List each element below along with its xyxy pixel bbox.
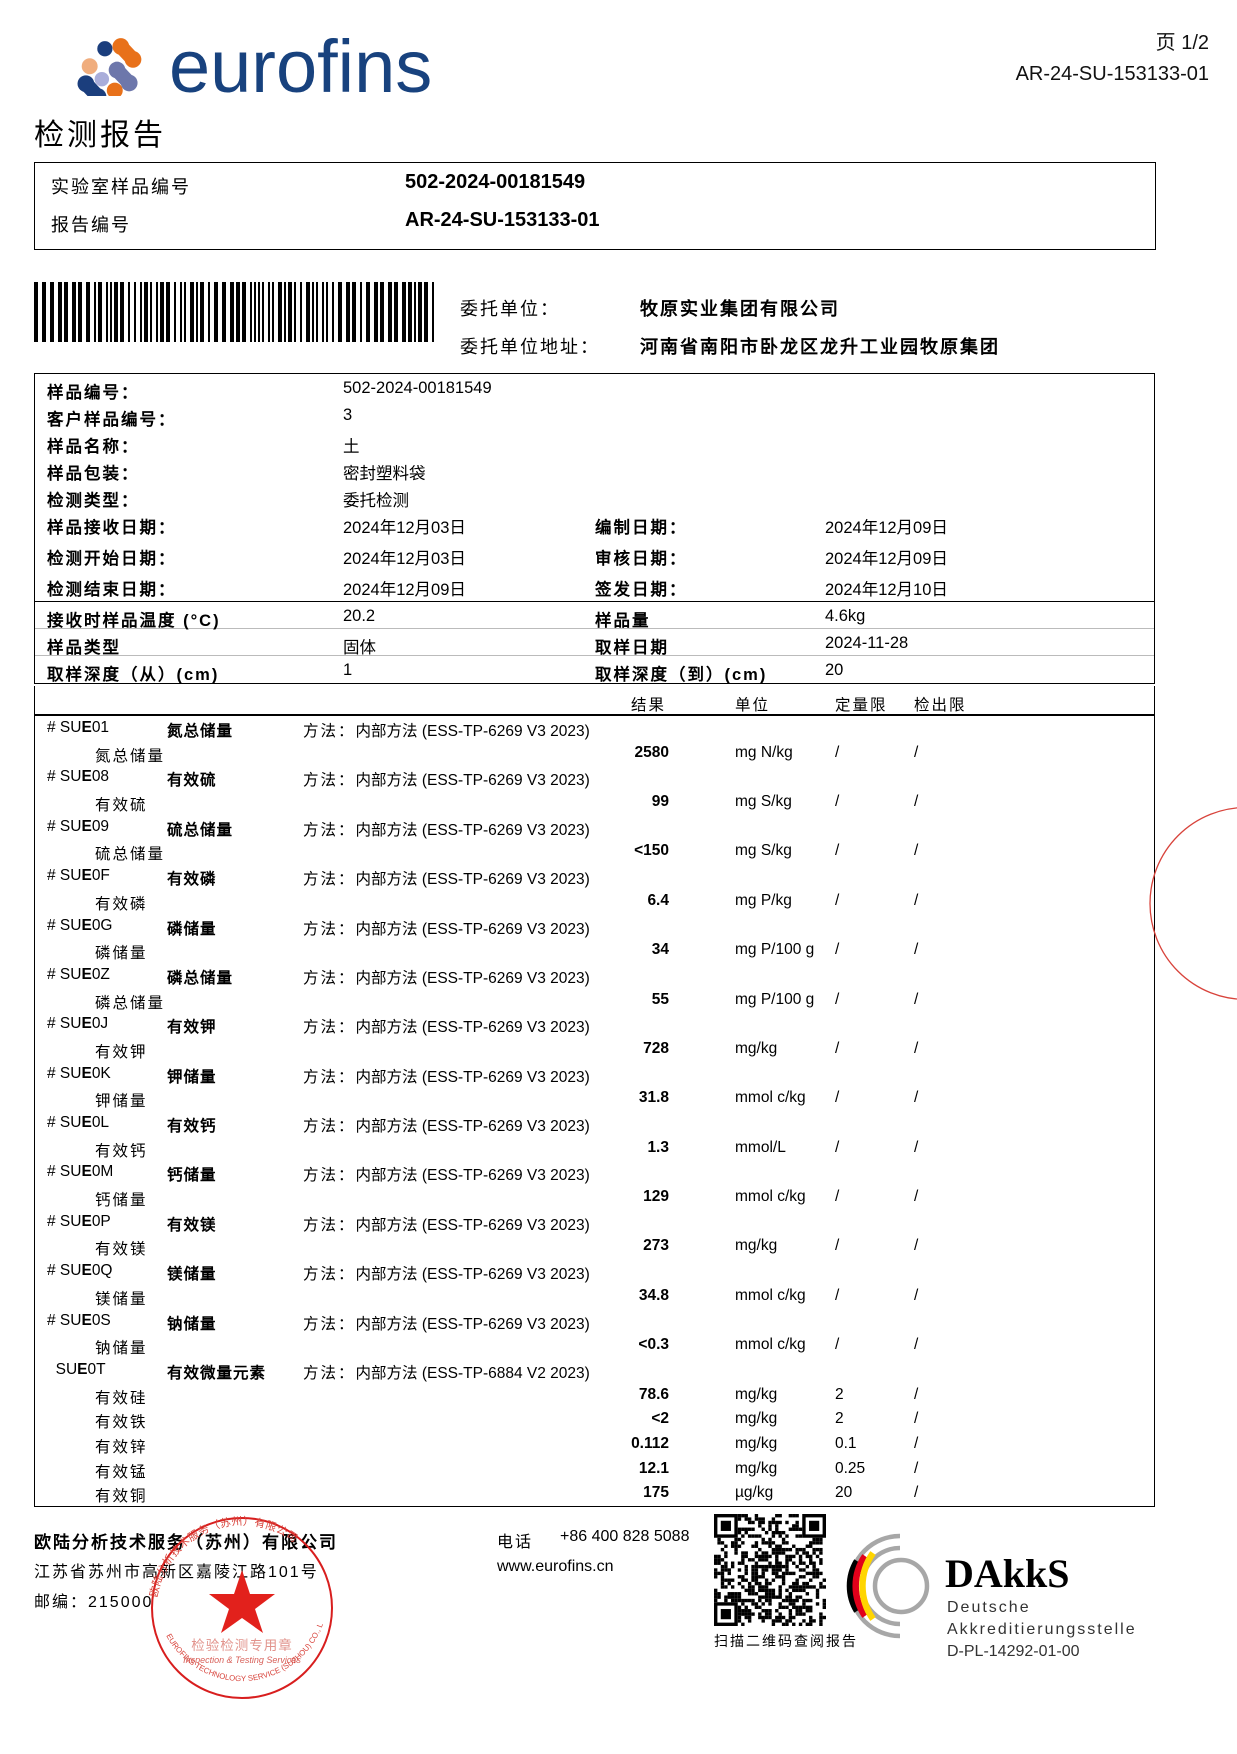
svg-text:检验检测专用章: 检验检测专用章 [191,1637,293,1653]
svg-text:欧陆分析技术服务（苏州）有限公司: 欧陆分析技术服务（苏州）有限公司 [147,1515,299,1598]
